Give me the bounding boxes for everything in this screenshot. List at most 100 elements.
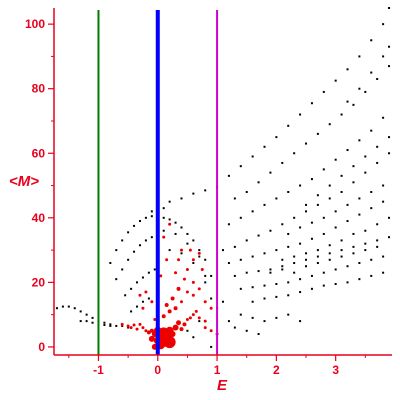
data-point — [191, 258, 195, 262]
data-point — [233, 197, 236, 200]
data-point — [251, 316, 254, 319]
data-point — [388, 152, 391, 155]
data-point — [287, 245, 290, 248]
data-point — [198, 320, 201, 323]
data-point — [180, 197, 183, 200]
data-point — [269, 229, 272, 232]
data-point — [358, 87, 361, 90]
data-point — [299, 278, 302, 281]
y-tick-label: 20 — [32, 275, 46, 289]
data-point — [164, 302, 169, 307]
data-point — [281, 268, 284, 271]
data-point — [141, 326, 145, 330]
data-point — [138, 244, 141, 247]
data-point — [299, 291, 302, 294]
data-point — [364, 171, 367, 174]
data-point — [191, 313, 195, 317]
data-point — [334, 79, 337, 82]
data-point — [370, 258, 373, 261]
data-point — [364, 155, 367, 158]
data-point — [305, 142, 308, 145]
data-point — [382, 55, 385, 58]
data-point — [334, 268, 337, 271]
data-point — [209, 329, 213, 333]
x-tick-label: 2 — [273, 363, 280, 377]
data-point — [239, 287, 242, 290]
data-point — [352, 252, 355, 255]
data-point — [227, 262, 230, 265]
data-point — [136, 305, 139, 308]
data-point — [245, 329, 248, 332]
data-point — [141, 300, 144, 303]
data-point — [346, 265, 349, 268]
data-point — [346, 281, 349, 284]
data-point — [197, 287, 201, 291]
data-point — [293, 255, 296, 258]
axes-layer: -1 0 1 2 3 0 20 40 60 80 100 — [25, 8, 392, 377]
data-point — [203, 326, 207, 330]
data-point — [316, 194, 319, 197]
data-point — [188, 316, 192, 320]
data-point — [188, 248, 192, 252]
data-point — [124, 294, 127, 297]
data-point — [203, 300, 207, 304]
data-point — [227, 223, 230, 226]
data-point — [340, 113, 343, 116]
data-point — [340, 255, 343, 258]
data-point — [132, 323, 136, 327]
data-point — [148, 335, 155, 342]
x-tick-label: 3 — [332, 363, 339, 377]
data-point — [103, 323, 106, 326]
x-tick-label: 1 — [214, 363, 221, 377]
data-point — [293, 152, 296, 155]
data-point — [328, 244, 331, 247]
data-point — [275, 282, 278, 285]
data-point — [203, 319, 207, 323]
data-point — [251, 286, 254, 289]
y-tick-label: 0 — [38, 340, 45, 354]
data-point — [179, 327, 184, 332]
data-point — [310, 221, 313, 224]
data-point — [340, 190, 343, 193]
data-point — [150, 215, 153, 218]
data-point — [194, 309, 198, 313]
data-point — [299, 242, 302, 245]
data-point — [191, 280, 195, 284]
data-point — [299, 226, 302, 229]
data-point — [186, 329, 189, 332]
data-point — [162, 235, 166, 239]
data-point — [340, 174, 343, 177]
data-point — [138, 220, 141, 223]
data-point — [388, 136, 391, 139]
data-point — [182, 322, 187, 327]
data-point — [91, 316, 94, 319]
data-point — [352, 165, 355, 168]
data-point — [169, 331, 176, 338]
data-point — [287, 313, 290, 316]
data-point — [150, 300, 154, 304]
data-point — [352, 245, 355, 248]
data-point — [257, 181, 260, 184]
data-point — [186, 232, 189, 235]
data-point — [358, 55, 361, 58]
data-point — [370, 71, 373, 74]
data-point — [310, 237, 313, 240]
data-point — [376, 78, 379, 81]
data-point — [186, 242, 189, 245]
data-point — [185, 267, 189, 271]
data-point — [73, 307, 76, 310]
data-point — [222, 300, 224, 303]
data-point — [316, 255, 319, 258]
vertical-lines-layer — [97, 10, 219, 355]
data-point — [121, 268, 124, 271]
data-point — [153, 317, 157, 321]
data-point — [127, 258, 130, 261]
data-point — [168, 222, 172, 226]
data-point — [109, 324, 112, 327]
data-point — [287, 124, 290, 127]
data-point — [179, 300, 183, 304]
data-point — [170, 296, 175, 301]
data-point — [138, 293, 142, 297]
data-point — [135, 327, 139, 331]
data-point — [346, 220, 349, 223]
